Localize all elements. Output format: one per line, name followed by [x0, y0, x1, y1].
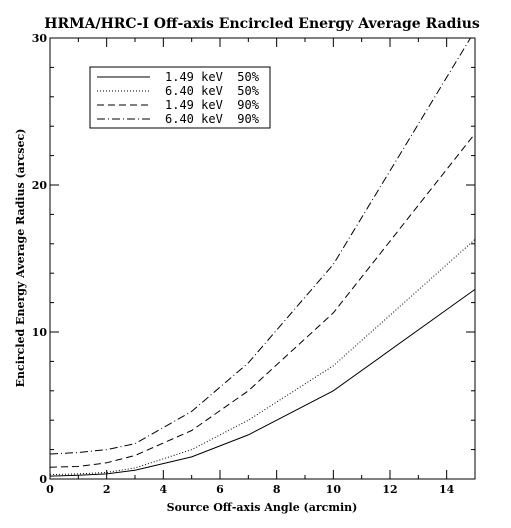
y-tick-label: 10 — [32, 326, 48, 339]
series-line-2 — [49, 133, 476, 468]
legend-box — [89, 66, 271, 129]
y-tick-label: 20 — [32, 179, 48, 192]
series-line-1 — [49, 239, 476, 476]
chart-title: HRMA/HRC-I Off-axis Encircled Energy Ave… — [44, 16, 480, 32]
x-tick-label: 12 — [382, 483, 397, 496]
legend-label-0: 1.49 keV 50% — [165, 70, 260, 84]
y-tick-label: 0 — [39, 473, 47, 486]
x-axis-label: Source Off-axis Angle (arcmin) — [167, 501, 358, 514]
legend: 1.49 keV 50%6.40 keV 50%1.49 keV 90%6.40… — [89, 66, 271, 129]
legend-label-1: 6.40 keV 50% — [165, 84, 260, 98]
series-line-3 — [49, 37, 471, 455]
legend-label-2: 1.49 keV 90% — [165, 98, 260, 112]
x-tick-label: 14 — [439, 483, 455, 496]
series-line-0 — [49, 288, 476, 477]
x-tick-label: 6 — [216, 483, 224, 496]
x-tick-label: 0 — [46, 483, 54, 496]
x-tick-label: 2 — [103, 483, 111, 496]
y-tick-label: 30 — [32, 32, 48, 45]
y-axis-label: Encircled Energy Average Radius (arcsec) — [14, 129, 27, 388]
series-layer — [49, 37, 476, 477]
x-tick-label: 4 — [160, 483, 168, 496]
ticks-layer: 0 2 4 6 8 10 12 14 0 10 20 30 — [32, 32, 476, 496]
x-tick-label: 10 — [326, 483, 342, 496]
x-tick-label: 8 — [273, 483, 281, 496]
legend-label-3: 6.40 keV 90% — [165, 112, 260, 126]
plot-frame — [49, 37, 476, 480]
